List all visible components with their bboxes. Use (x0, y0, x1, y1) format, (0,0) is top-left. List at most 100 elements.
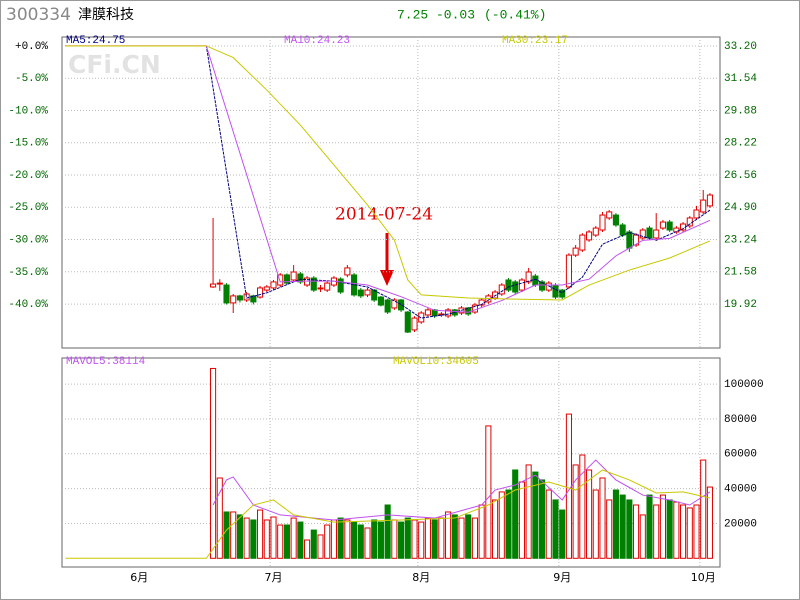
volume-bar (471, 517, 478, 559)
volume-bar (270, 516, 277, 559)
candle-body (612, 214, 619, 226)
y-tick-label: 28.22 (724, 138, 757, 150)
y-tick-label: 80000 (724, 414, 757, 426)
volume-bar (384, 504, 391, 559)
volume-bar (505, 489, 512, 559)
candle-body (619, 224, 626, 236)
y-tick-label: 21.58 (724, 267, 757, 279)
volume-panel (61, 357, 721, 568)
annotation: 2014-07-24 (335, 205, 433, 225)
candle-body (545, 282, 552, 291)
candle-body (411, 317, 418, 331)
candle-body (377, 296, 384, 306)
volume-bar (236, 514, 243, 559)
volume-bar (243, 517, 250, 559)
volume-bar (680, 504, 687, 559)
volume-bar (639, 514, 646, 559)
volume-bar (552, 499, 559, 559)
candle-body (391, 299, 398, 309)
y-tick-label: 26.56 (724, 170, 757, 182)
candle-body (283, 274, 290, 284)
candle-body (324, 282, 331, 291)
ma-line (65, 45, 711, 313)
volume-bar (646, 494, 653, 559)
candle-body (250, 295, 257, 303)
volume-bar (330, 519, 337, 559)
legend-entry: MAVOL5:38114 (66, 356, 146, 368)
candle-body (525, 271, 532, 283)
volume-bar (478, 504, 485, 559)
candle-body (565, 254, 572, 288)
volume-bar (431, 519, 438, 559)
y2-tick-label: -5.0% (15, 73, 48, 85)
volume-bar (438, 517, 445, 559)
y-tick-label: 33.20 (724, 41, 757, 53)
candle-body (572, 247, 579, 256)
volume-bar (592, 489, 599, 559)
volume-bar (398, 521, 405, 559)
candle-body (230, 295, 237, 304)
volume-bar (512, 469, 519, 559)
change: -0.03 (436, 7, 475, 22)
y-tick-label: 100000 (724, 379, 764, 391)
volume-bar (411, 519, 418, 559)
legend-entry: MAVOL10:34605 (393, 356, 479, 368)
candle-body (277, 274, 284, 286)
volume-bar (337, 517, 344, 559)
y2-tick-label: -20.0% (8, 170, 48, 182)
volume-bar (216, 477, 223, 559)
volume-bar (257, 509, 264, 559)
volume-bar (391, 519, 398, 559)
candle-body (599, 214, 606, 231)
ma-line (212, 459, 711, 521)
volume-bar (518, 481, 525, 559)
candle-body (626, 231, 633, 249)
volume-bar (283, 524, 290, 559)
volume-bar (357, 524, 364, 559)
x-tick-label: 7月 (265, 571, 283, 584)
candle-body (337, 278, 344, 293)
volume-bar (344, 519, 351, 559)
volume-bar (586, 469, 593, 559)
volume-bar (659, 494, 666, 559)
volume-bar (686, 507, 693, 559)
candle-body (243, 293, 250, 301)
volume-bar (210, 367, 217, 559)
volume-bar (404, 517, 411, 559)
candle-body (270, 281, 277, 289)
candle-body (257, 287, 264, 298)
candle-body (653, 229, 660, 239)
candle-body (263, 286, 270, 291)
x-tick-label: 6月 (130, 571, 148, 584)
candle-body (210, 283, 217, 288)
candle-body (317, 287, 324, 290)
volume-bar (290, 517, 297, 559)
volume-bar (445, 511, 452, 559)
volume-bar (324, 524, 331, 559)
volume-bar (263, 519, 270, 559)
x-tick-label: 9月 (553, 571, 571, 584)
ma-line (65, 45, 711, 301)
volume-bar (498, 491, 505, 559)
volume-bar (371, 519, 378, 559)
y-tick-label: 40000 (724, 484, 757, 496)
volume-bar (666, 499, 673, 559)
candle-body (498, 284, 505, 295)
y-tick-label: 29.88 (724, 105, 757, 117)
volume-bar (599, 477, 606, 559)
volume-bar (700, 459, 707, 559)
legend-entry: MA10:24.23 (284, 35, 350, 47)
candle-body (552, 284, 559, 298)
y2-tick-label: -35.0% (8, 267, 48, 279)
change-pct: (-0.41%) (484, 7, 546, 22)
volume-bar (545, 489, 552, 559)
volume-bar (539, 479, 546, 559)
x-tick-label: 10月 (691, 571, 716, 584)
y2-tick-label: +0.0% (15, 41, 48, 53)
volume-bar (612, 489, 619, 559)
volume-bar (297, 521, 304, 559)
y-tick-label: 60000 (724, 449, 757, 461)
volume-bar (619, 494, 626, 559)
legend-entry: MA30:23.17 (502, 35, 568, 47)
